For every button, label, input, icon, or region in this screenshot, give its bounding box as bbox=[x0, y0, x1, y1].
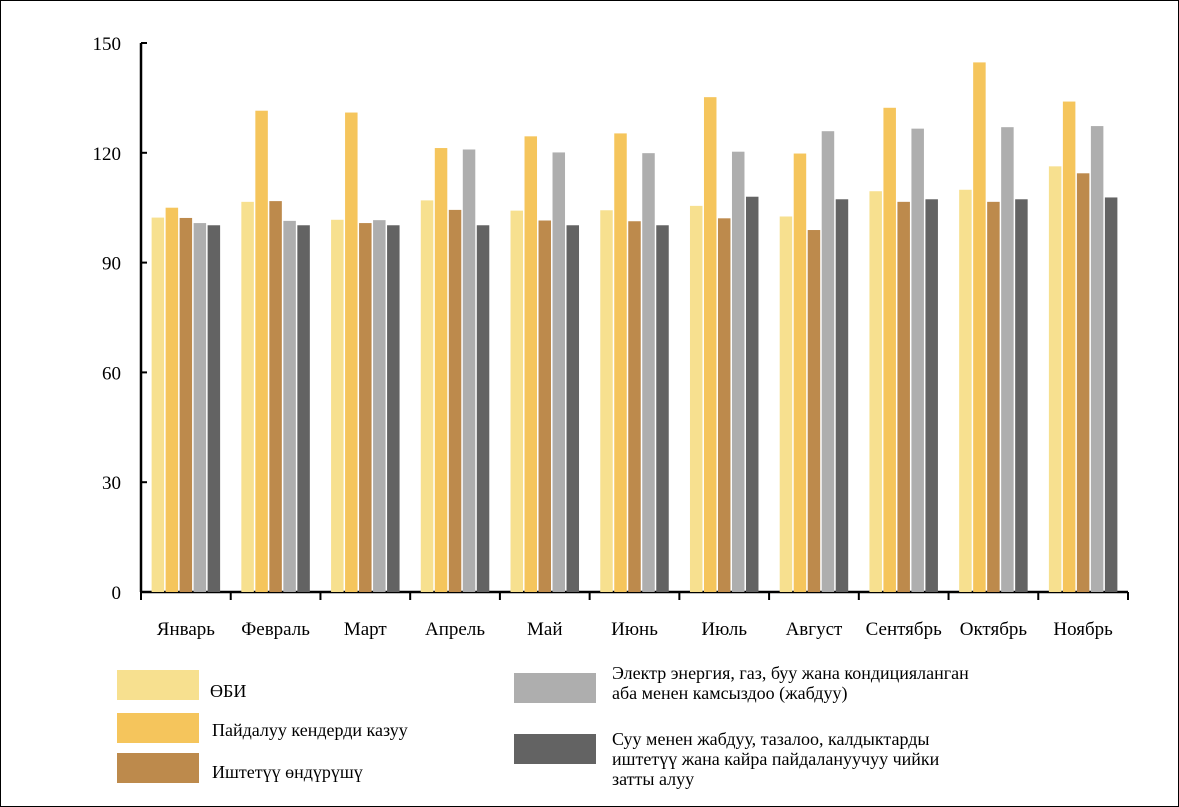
legend-swatch bbox=[514, 673, 596, 703]
legend-label: ӨБИ bbox=[210, 681, 246, 701]
bar bbox=[359, 223, 372, 592]
bar bbox=[642, 153, 655, 592]
category-label: Март bbox=[344, 619, 388, 640]
bar bbox=[911, 128, 924, 593]
legend-label: Пайдалуу кендерди казуу bbox=[212, 720, 408, 740]
y-tick-label: 0 bbox=[112, 583, 122, 604]
bar bbox=[628, 221, 641, 592]
bar bbox=[1015, 199, 1028, 593]
bar bbox=[255, 110, 268, 593]
bar bbox=[717, 218, 731, 592]
bar bbox=[552, 152, 566, 592]
legend-label: Суу менен жабдуу, тазалоо, калдыктарды bbox=[612, 729, 929, 749]
bar bbox=[538, 220, 552, 592]
bar bbox=[331, 219, 344, 592]
category-label: Апрель bbox=[425, 619, 485, 640]
bar bbox=[925, 199, 938, 593]
bar bbox=[373, 220, 386, 593]
bar bbox=[869, 191, 882, 593]
category-label: Май bbox=[527, 619, 563, 640]
bar bbox=[566, 225, 580, 592]
bar bbox=[793, 153, 807, 593]
bar bbox=[207, 225, 221, 592]
bar bbox=[731, 151, 745, 592]
category-label: Январь bbox=[157, 619, 215, 640]
y-tick-label: 120 bbox=[93, 144, 122, 165]
bar bbox=[269, 201, 282, 592]
bar bbox=[434, 148, 448, 593]
bar bbox=[510, 210, 524, 593]
bar bbox=[703, 97, 717, 592]
legend-swatch bbox=[117, 753, 199, 783]
bar bbox=[897, 201, 910, 592]
bar bbox=[476, 225, 490, 592]
bar bbox=[241, 201, 254, 592]
bar bbox=[524, 136, 538, 592]
bar bbox=[1104, 197, 1118, 592]
bar bbox=[689, 205, 703, 592]
bar bbox=[1076, 173, 1090, 592]
bar bbox=[745, 196, 759, 592]
bar bbox=[821, 131, 835, 592]
bar bbox=[1001, 127, 1014, 593]
bar bbox=[959, 189, 972, 593]
bar bbox=[656, 225, 669, 592]
bar bbox=[807, 230, 821, 592]
bar bbox=[973, 62, 986, 592]
bar bbox=[1048, 166, 1062, 593]
legend-swatch bbox=[514, 734, 596, 764]
bar bbox=[448, 209, 462, 592]
category-label: Июнь bbox=[611, 619, 658, 640]
bar bbox=[883, 107, 896, 593]
bar bbox=[835, 199, 849, 593]
y-tick-label: 150 bbox=[93, 34, 122, 55]
bar bbox=[1062, 101, 1076, 592]
category-label: Июль bbox=[701, 619, 747, 640]
y-tick-label: 60 bbox=[102, 363, 121, 384]
bar bbox=[1090, 126, 1104, 592]
bar bbox=[193, 223, 207, 592]
legend-label: иштетүү жана кайра пайдалануучуу чийки bbox=[612, 749, 940, 769]
bar bbox=[420, 200, 434, 592]
y-tick-label: 90 bbox=[102, 254, 121, 275]
legend-label: аба менен камсыздоо (жабдуу) bbox=[612, 683, 847, 704]
bar bbox=[283, 220, 296, 592]
category-label: Ноябрь bbox=[1053, 619, 1113, 640]
legend-label: Электр энергия, газ, буу жана кондицияла… bbox=[612, 663, 969, 683]
category-label: Сентябрь bbox=[866, 619, 942, 640]
bar bbox=[165, 207, 179, 592]
bar bbox=[987, 201, 1000, 592]
bar bbox=[779, 216, 793, 592]
bar bbox=[600, 210, 613, 592]
category-label: Февраль bbox=[241, 619, 310, 640]
bar bbox=[345, 112, 358, 592]
y-tick-label: 30 bbox=[102, 473, 121, 494]
bar bbox=[179, 217, 193, 592]
legend-label: Иштетүү өндүрүшү bbox=[212, 762, 363, 782]
legend-label: затты алуу bbox=[612, 769, 694, 789]
bar bbox=[614, 133, 627, 593]
category-label: Октябрь bbox=[960, 619, 1028, 640]
category-label: Август bbox=[786, 619, 843, 640]
legend-swatch bbox=[117, 713, 199, 743]
bar bbox=[297, 225, 310, 592]
bar bbox=[151, 217, 165, 592]
bar bbox=[387, 225, 400, 592]
legend-swatch bbox=[117, 670, 199, 700]
bar bbox=[462, 149, 476, 593]
